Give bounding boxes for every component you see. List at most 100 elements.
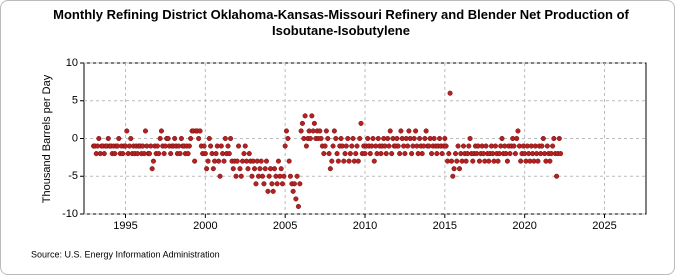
data-point xyxy=(146,151,153,157)
data-point xyxy=(274,181,280,187)
x-tick-label: 2025 xyxy=(592,220,616,232)
data-point xyxy=(535,158,541,164)
data-point xyxy=(266,173,272,179)
data-point xyxy=(341,158,347,164)
data-point xyxy=(514,135,520,142)
data-point xyxy=(389,151,395,157)
data-point xyxy=(486,158,492,164)
data-point xyxy=(448,158,455,164)
data-point xyxy=(347,151,353,157)
y-tick-label: 10 xyxy=(66,57,78,69)
data-point xyxy=(554,173,560,179)
data-point xyxy=(291,181,297,187)
data-point xyxy=(511,143,517,149)
data-point xyxy=(297,181,303,187)
data-point xyxy=(257,166,263,172)
y-axis-label: Thousand Barrels per Day xyxy=(41,74,53,203)
x-tick-label: 2015 xyxy=(433,220,457,232)
data-point xyxy=(290,188,296,194)
data-point xyxy=(208,143,214,149)
data-point xyxy=(168,151,174,157)
data-point xyxy=(278,166,284,172)
y-tick-label: -5 xyxy=(68,170,78,182)
data-point xyxy=(558,151,564,157)
data-point xyxy=(259,173,266,179)
data-point xyxy=(451,166,457,172)
data-point xyxy=(96,135,102,142)
data-point xyxy=(238,173,244,179)
data-point xyxy=(281,173,287,179)
x-tick-label: 2020 xyxy=(512,220,536,232)
data-point xyxy=(192,158,198,164)
data-point xyxy=(343,143,349,149)
data-point xyxy=(321,151,327,157)
data-point xyxy=(518,158,524,164)
data-point xyxy=(350,135,356,142)
data-point xyxy=(197,128,203,134)
y-tick-label: -10 xyxy=(62,208,78,220)
data-point xyxy=(455,143,461,149)
data-point xyxy=(423,128,429,134)
data-point xyxy=(249,173,255,179)
data-point xyxy=(161,151,167,157)
data-point xyxy=(329,158,335,164)
data-point xyxy=(395,143,401,149)
data-point xyxy=(202,151,208,157)
data-point xyxy=(287,173,293,179)
data-point xyxy=(443,143,449,149)
data-point xyxy=(499,135,505,142)
data-point xyxy=(512,151,518,157)
data-point xyxy=(269,181,275,187)
data-point xyxy=(317,128,323,134)
x-tick-label: 2010 xyxy=(353,220,377,232)
data-point xyxy=(476,158,483,164)
data-point xyxy=(318,135,324,142)
data-point xyxy=(409,151,415,157)
data-point xyxy=(221,158,227,164)
data-point xyxy=(216,158,222,164)
data-point xyxy=(365,135,371,142)
data-point xyxy=(413,128,419,134)
data-point xyxy=(285,135,291,142)
data-point xyxy=(178,135,184,142)
data-point xyxy=(383,151,389,157)
data-point xyxy=(419,151,425,157)
data-point xyxy=(398,128,404,134)
data-point xyxy=(112,151,118,157)
x-tick-label: 2000 xyxy=(193,220,217,232)
data-point xyxy=(334,151,340,157)
data-point xyxy=(515,128,521,134)
data-point xyxy=(507,151,513,157)
data-point xyxy=(375,135,381,142)
data-point xyxy=(245,166,251,172)
data-point xyxy=(466,143,472,149)
data-point xyxy=(222,135,228,142)
data-point xyxy=(431,135,437,142)
data-point xyxy=(302,113,308,119)
data-point xyxy=(201,143,207,149)
source-note: Source: U.S. Energy Information Administ… xyxy=(31,249,220,259)
data-point xyxy=(406,128,412,134)
data-point xyxy=(298,128,304,134)
data-point xyxy=(258,158,264,164)
data-point xyxy=(105,135,111,142)
data-point xyxy=(295,203,301,209)
data-point xyxy=(230,166,236,172)
data-point xyxy=(282,143,288,149)
data-point xyxy=(447,90,453,96)
data-point xyxy=(242,143,248,149)
data-point xyxy=(551,135,557,142)
data-point xyxy=(454,158,460,164)
data-point xyxy=(470,158,476,164)
data-point xyxy=(237,166,243,172)
data-point xyxy=(253,181,259,187)
data-point xyxy=(354,143,360,149)
data-point xyxy=(355,158,361,164)
data-point xyxy=(422,135,428,142)
data-point xyxy=(263,158,270,164)
data-point xyxy=(150,158,157,164)
data-point xyxy=(402,151,408,157)
data-point xyxy=(357,135,363,142)
